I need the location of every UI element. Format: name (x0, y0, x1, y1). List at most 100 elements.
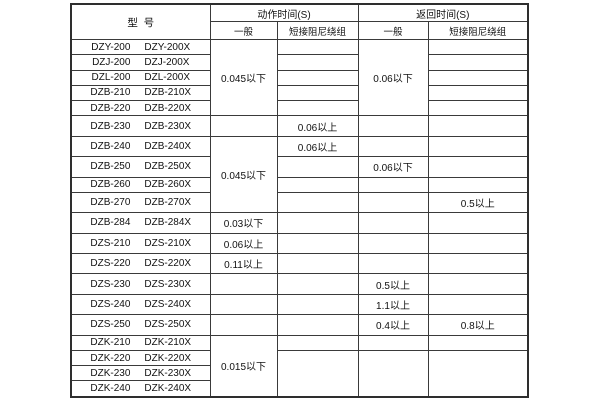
action-general-cell: 0.06以上 (209, 232, 278, 255)
model-name-x-variant: DZB-250X (144, 161, 192, 173)
col-header-return-time: 返回时间(S) (357, 3, 529, 22)
model-cell: DZJ-200 DZJ-200X (70, 54, 211, 71)
action-general-cell (209, 115, 278, 137)
return-damping-cell (427, 69, 529, 86)
model-name-pair: DZB-220 DZB-220X (72, 102, 209, 114)
model-name-pair: DZK-220 DZK-220X (72, 353, 209, 364)
return-damping-cell (427, 115, 529, 137)
action-damping-cell (276, 38, 359, 56)
table-row: DZB-284 DZB-284X 0.03以下 (70, 212, 529, 234)
action-damping-cell (276, 334, 359, 351)
return-general-cell (357, 349, 429, 398)
col-header-model: 型 号 (70, 3, 211, 40)
return-general-cell (357, 253, 429, 275)
return-damping-cell (427, 273, 529, 295)
table-row: DZS-250 DZS-250X 0.4以上 0.8以上 (70, 314, 529, 336)
table-row: DZY-200 DZY-200X 0.045以下 0.06以下 (70, 38, 529, 117)
return-damping-cell (427, 156, 529, 178)
spec-table: 型 号 动作时间(S) 返回时间(S) 一般 短接阻尼绕组 一般 短接阻尼绕组 … (70, 3, 529, 398)
table-row: DZB-260 DZB-260X (70, 176, 529, 193)
return-general-cell (357, 176, 429, 193)
model-name-base: DZK-240 (90, 383, 131, 395)
model-name-pair: DZB-240 DZB-240X (72, 140, 209, 152)
model-cell: DZL-200 DZL-200X (70, 69, 211, 86)
table-row: DZB-230 DZB-230X 0.06以上 (70, 115, 529, 137)
table-row: DZB-210 DZB-210X (70, 84, 529, 102)
model-name-x-variant: DZB-230X (144, 120, 192, 132)
model-name-base: DZB-220 (90, 102, 131, 114)
table-row: DZB-240 DZB-240X 0.045以下 0.06以上 (70, 135, 529, 214)
col-header-action-time: 动作时间(S) (209, 3, 359, 22)
model-name-pair: DZB-284 DZB-284X (72, 217, 209, 228)
action-damping-cell (276, 349, 359, 398)
model-name-x-variant: DZS-220X (144, 258, 192, 270)
action-damping-cell (276, 54, 359, 71)
header-row-groups: 型 号 动作时间(S) 返回时间(S) (70, 3, 529, 40)
table-row: DZS-210 DZS-210X 0.06以上 (70, 232, 529, 255)
model-cell: DZY-200 DZY-200X (70, 38, 211, 56)
action-general-cell: 0.11以上 (209, 253, 278, 275)
return-damping-cell (427, 212, 529, 234)
model-name-x-variant: DZB-220X (144, 102, 192, 114)
table-row: DZL-200 DZL-200X (70, 69, 529, 86)
action-damping-cell (276, 232, 359, 255)
model-cell: DZS-220 DZS-220X (70, 253, 211, 275)
model-name-x-variant: DZK-240X (144, 383, 192, 395)
model-name-x-variant: DZL-200X (144, 72, 190, 84)
model-name-pair: DZJ-200 DZJ-200X (72, 57, 209, 68)
model-name-base: DZB-230 (90, 120, 131, 132)
model-name-pair: DZK-210 DZK-210X (72, 337, 209, 349)
table-row: DZJ-200 DZJ-200X (70, 54, 529, 71)
model-name-x-variant: DZK-210X (144, 337, 192, 349)
model-name-pair: DZB-270 DZB-270X (72, 197, 209, 209)
return-damping-cell (427, 232, 529, 255)
action-damping-cell (276, 191, 359, 214)
model-name-pair: DZL-200 DZL-200X (72, 72, 209, 84)
model-name-base: DZS-220 (90, 258, 131, 270)
model-cell: DZS-250 DZS-250X (70, 314, 211, 336)
model-name-pair: DZS-230 DZS-230X (72, 279, 209, 290)
action-damping-cell (276, 212, 359, 234)
action-damping-cell (276, 293, 359, 316)
return-general-cell (357, 135, 429, 158)
table-row: DZK-230 DZK-230X (70, 365, 528, 382)
table-header: 型 号 动作时间(S) 返回时间(S) 一般 短接阻尼绕组 一般 短接阻尼绕组 (70, 3, 529, 40)
return-general-cell: 0.4以上 (357, 314, 429, 336)
model-cell: DZS-240 DZS-240X (70, 293, 211, 316)
action-general-cell: 0.045以下 (209, 38, 278, 117)
model-name-x-variant: DZS-240X (144, 299, 192, 310)
model-name-base: DZS-210 (90, 237, 131, 249)
table-row: DZS-240 DZS-240X 1.1以上 (70, 293, 529, 316)
action-damping-cell: 0.06以上 (276, 135, 359, 158)
return-damping-cell (427, 84, 529, 102)
action-damping-cell (276, 314, 359, 336)
model-cell: DZB-270 DZB-270X (70, 191, 211, 214)
return-general-cell (357, 115, 429, 137)
table-row: DZS-220 DZS-220X 0.11以上 (70, 253, 529, 275)
model-cell: DZB-230 DZB-230X (70, 115, 211, 137)
return-general-cell: 0.06以下 (357, 38, 429, 117)
action-damping-cell: 0.06以上 (276, 115, 359, 137)
model-name-base: DZB-240 (90, 140, 131, 152)
return-general-cell: 0.5以上 (357, 273, 429, 295)
model-name-base: DZB-270 (90, 197, 131, 209)
model-name-pair: DZB-260 DZB-260X (72, 179, 209, 191)
action-damping-cell (276, 176, 359, 193)
model-name-x-variant: DZK-230X (144, 367, 192, 379)
return-damping-cell (427, 334, 529, 351)
return-damping-cell (427, 38, 529, 56)
return-damping-cell (427, 100, 529, 117)
action-general-cell (209, 314, 278, 336)
model-cell: DZK-210 DZK-210X (70, 334, 211, 351)
action-general-cell: 0.015以下 (209, 334, 278, 398)
return-damping-cell (427, 176, 529, 193)
model-cell: DZB-250 DZB-250X (70, 156, 211, 178)
model-cell: DZK-230 DZK-230X (70, 365, 211, 382)
table-row: DZK-220 DZK-220X (70, 349, 529, 398)
action-damping-cell (276, 84, 359, 102)
model-name-base: DZB-260 (90, 179, 131, 191)
model-name-pair: DZK-240 DZK-240X (72, 383, 209, 395)
action-damping-cell (276, 273, 359, 295)
action-general-cell (209, 273, 278, 295)
